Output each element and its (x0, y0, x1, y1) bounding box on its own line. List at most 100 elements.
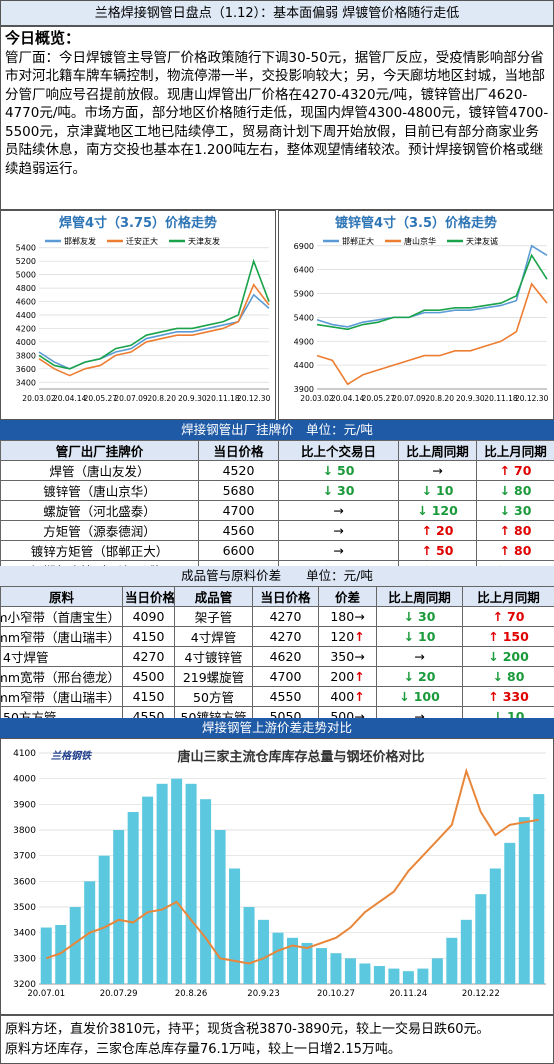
y-tick-label: 3200 (13, 980, 36, 990)
bar (533, 794, 545, 984)
table-cell: 镀锌管（唐山京华） (0, 480, 199, 501)
bar (446, 937, 458, 984)
table-row: 焊管（唐山友发） 4520 ↓ 50 → ↑ 70 (0, 460, 554, 481)
value: 10 (418, 629, 436, 644)
x-tick-label: 20.10.27 (317, 989, 355, 999)
table-cell: 螺旋管（河北盛泰） (0, 500, 199, 521)
bar (460, 919, 472, 984)
table-cell: 355mm窄带（唐山瑞丰） (0, 686, 123, 707)
arrow: → (432, 463, 443, 478)
chart-title: 镀锌管4寸（3.5）价格走势 (335, 215, 497, 231)
table-cell: 1010mm宽带（邢台德龙） (0, 666, 123, 687)
table-wrap: 管厂出厂挂牌价 当日价格 比上个交易日 比上周同期 比上月同期 焊管（唐山友发） 4520 ↓… (0, 440, 554, 581)
table-cell: ↓ 80 (462, 666, 554, 687)
bar (301, 942, 313, 984)
arrow: ↓ (399, 689, 410, 704)
line (38, 258, 270, 370)
line (316, 244, 548, 328)
column-header: 比上月同期 (462, 586, 554, 607)
table-cell: ↓ 20 (376, 666, 463, 687)
table-cell: ↓ 10 (376, 626, 463, 647)
table-cell: ↑ 70 (476, 460, 554, 481)
column-header: 当日价格 (122, 586, 175, 607)
table-cell: → (278, 520, 399, 541)
bar (431, 958, 443, 984)
x-tick-label: 20.9.30 (178, 394, 207, 403)
arrow: ↓ (403, 609, 415, 624)
x-tick-label: 20.8.20 (147, 394, 176, 403)
bar (330, 953, 342, 984)
chart: 3400 3600 3800 4000 4200 4400 4600 4800 5000 5200… (16, 215, 271, 403)
bar (113, 830, 125, 984)
table-cell: 4150 (122, 686, 175, 707)
table-cell: ↑ 20 (398, 520, 477, 541)
chart: 390044004900540059006400690020.03.0220.0… (294, 215, 549, 403)
table-cell: 4寸焊管 (174, 626, 253, 647)
bar (40, 927, 52, 984)
column-header: 比上周同期 (398, 440, 477, 461)
bar (518, 817, 530, 984)
overview: 今日概览： 管厂面：今日焊镀管主导管厂价格政策随行下调30-50元，据管厂反应，受… (0, 26, 554, 210)
table-title: 焊接钢管出厂挂牌价 单位：元/吨 (0, 420, 554, 440)
bar (98, 855, 110, 984)
table-row: 螺旋管（河北盛泰） 4700 → ↓ 120 ↓ 30 (0, 500, 554, 521)
table-cell: → (278, 500, 399, 521)
arrow: → (414, 649, 425, 664)
table-row: 方矩管（源泰德润） 4560 → ↑ 20 ↑ 80 (0, 520, 554, 541)
y-tick-label: 4400 (294, 361, 314, 370)
bar (359, 963, 371, 984)
table-cell: 4700 (252, 666, 319, 687)
overview-heading: 今日概览： (5, 29, 81, 47)
x-tick-label: 20.07.09 (114, 394, 148, 403)
y-tick-label: 5400 (16, 244, 36, 253)
y-tick-label: 3400 (13, 929, 36, 939)
table-cell: 120↑ (318, 626, 377, 647)
line (38, 283, 270, 377)
footer-line: 原料方坯库存，三家仓库总库存量76.1万吨，较上一日增2.15万吨。 (5, 1042, 401, 1057)
table-cell: 200↑ (318, 666, 377, 687)
line (316, 282, 548, 386)
x-tick-label: 20.03.02 (22, 394, 56, 403)
x-tick-label: 20.05.27 (362, 394, 396, 403)
bar (156, 783, 168, 984)
y-tick-label: 5400 (294, 313, 314, 322)
line (45, 767, 539, 965)
table-cell: ↓ 100 (376, 686, 463, 707)
table-cell: 4寸焊管 (0, 646, 123, 667)
table-cell: ↑ 330 (462, 686, 554, 707)
legend-label: 邯郸友发 (64, 236, 96, 246)
arrow: ↑ (499, 463, 511, 478)
table-row: 镀锌管（唐山京华） 5680 ↓ 30 ↓ 10 ↓ 80 (0, 480, 554, 501)
arrow: ↓ (499, 483, 511, 498)
value: 50 (436, 543, 454, 558)
table-cell: 方矩管（源泰德润） (0, 520, 199, 541)
arrow: ↓ (403, 669, 415, 684)
value: 80 (514, 523, 532, 538)
table-cell: 架子管 (174, 606, 253, 627)
arrow: → (354, 609, 365, 624)
column-header: 成品管 (174, 586, 253, 607)
x-tick-label: 20.04.14 (331, 394, 365, 403)
table-cell: 145mm小窄带（首唐宝生） (0, 606, 123, 627)
header-row: 原料 当日价格 成品管 当日价格 价差 比上周同期 比上月同期 (0, 586, 554, 607)
table-row: 镀锌方矩管（邯郸正大） 6600 → ↑ 50 ↑ 80 (0, 540, 554, 561)
value: 80 (514, 483, 532, 498)
table-cell: 焊管（唐山友发） (0, 460, 199, 481)
section-title: 焊接钢管上游价差走势对比 (0, 718, 554, 738)
y-tick-label: 3600 (13, 877, 36, 887)
bar (258, 919, 270, 984)
y-tick-label: 3600 (16, 365, 36, 374)
x-tick-label: 20.12.30 (237, 394, 271, 403)
bar (229, 868, 241, 984)
value: 200 (330, 669, 355, 684)
y-tick-label: 5900 (294, 290, 314, 299)
bar (200, 799, 212, 984)
table-cell: 50方管 (174, 686, 253, 707)
table-title: 成品管与原料价差 单位：元/吨 (0, 566, 554, 586)
column-header: 当日价格 (198, 440, 279, 461)
table-cell: ↑ 80 (476, 520, 554, 541)
y-tick-label: 3900 (13, 800, 36, 810)
table-cell: ↓ 50 (278, 460, 399, 481)
